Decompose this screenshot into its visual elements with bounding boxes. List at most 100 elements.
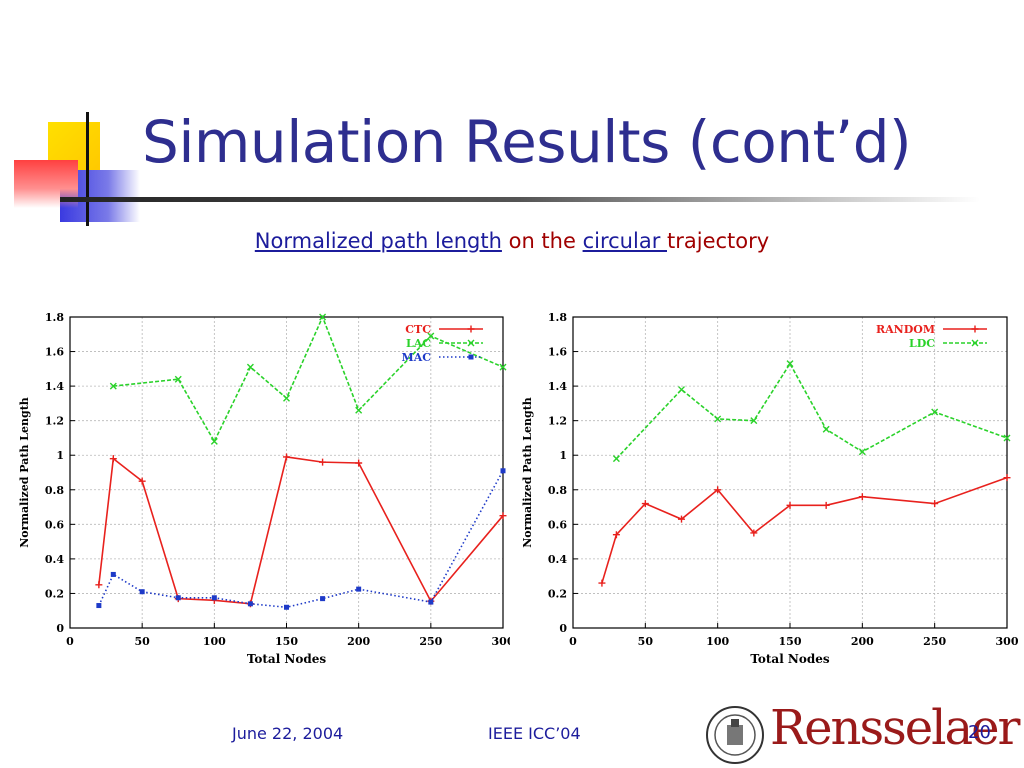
left-chart-series-mac-point xyxy=(96,603,102,609)
left-chart-ytick-label: 1.2 xyxy=(45,415,64,428)
right-chart-xtick-label: 100 xyxy=(706,635,729,648)
right-chart-ytick-label: 1.8 xyxy=(548,311,567,324)
left-chart-series-mac-point xyxy=(211,595,217,601)
left-chart-series-lac-point xyxy=(210,437,218,445)
right-chart-series-random-point xyxy=(641,500,649,508)
right-chart-legend-marker-ldc xyxy=(971,339,979,347)
decor-vertical-line xyxy=(86,112,89,226)
right-chart-ytick-label: 1.6 xyxy=(548,346,567,359)
right-chart-series-random-point xyxy=(678,515,685,523)
chart-left: 0 0.2 0.4 0.6 0.8 1 1.2 1.4 1.6 1.8 0 50 100 150 200 25… xyxy=(8,305,515,672)
left-chart-series-mac-point xyxy=(247,601,253,607)
left-chart-series-lac-point xyxy=(319,313,327,321)
left-chart-ytick-label: 1.6 xyxy=(45,346,64,359)
right-chart-xtick-label: 50 xyxy=(638,635,654,648)
left-chart-series-mac-point xyxy=(428,599,434,605)
right-chart-xtick-label: 250 xyxy=(923,635,946,648)
left-chart-series-ctc-point xyxy=(283,453,290,461)
left-chart-legend-marker-ctc xyxy=(467,325,475,333)
rensselaer-seal-icon xyxy=(706,706,764,764)
right-chart-series-ldc-point xyxy=(1003,434,1011,442)
right-chart-series-random-point xyxy=(931,500,939,508)
left-chart-series-lac-point xyxy=(499,363,507,371)
right-chart-series-ldc-line xyxy=(615,362,1008,460)
right-chart-series-ldc-point xyxy=(750,417,758,425)
right-chart-series-random-point xyxy=(714,486,722,494)
left-chart-series-ctc-point xyxy=(95,581,103,589)
footer-conference: IEEE ICC’04 xyxy=(488,724,581,743)
right-chart-ytick-label: 0.4 xyxy=(548,553,567,566)
left-chart-xtick-label: 200 xyxy=(347,635,370,648)
left-chart-ytick-label: 1 xyxy=(56,449,64,462)
left-chart-ytick-label: 0.4 xyxy=(45,553,64,566)
left-chart-ytick-label: 0.6 xyxy=(45,518,64,531)
right-chart-series-random-point xyxy=(786,501,794,509)
left-chart-xtick-label: 0 xyxy=(66,635,74,648)
left-chart-xtick-label: 300 xyxy=(492,635,513,648)
left-chart-xaxis-label: Total Nodes xyxy=(247,652,327,666)
right-chart-series-random-point xyxy=(1003,474,1011,482)
left-chart-legend-label-mac: MAC xyxy=(402,351,432,364)
right-chart-series-ldc-point xyxy=(714,415,722,423)
left-chart-series-mac-point xyxy=(175,595,181,601)
left-chart-series-mac-point xyxy=(284,604,289,610)
right-chart-yaxis-label: Normalized Path Length xyxy=(521,397,534,548)
subtitle-part-metric: Normalized path length xyxy=(254,229,502,253)
left-chart-legend-label-ctc: CTC xyxy=(405,323,431,336)
right-chart-series-random-point xyxy=(822,501,830,509)
right-chart-ytick-label: 1.2 xyxy=(548,415,567,428)
right-chart-series-ldc-point xyxy=(858,448,866,456)
left-chart-xtick-label: 100 xyxy=(203,635,226,648)
slide-title: Simulation Results (cont’d) xyxy=(142,108,912,176)
right-chart-series-random-point xyxy=(612,531,620,539)
left-chart-xtick-label: 50 xyxy=(135,635,151,648)
left-chart-series-ctc-point xyxy=(109,455,117,463)
brand-wordmark: Rensselaer xyxy=(770,700,1020,756)
right-chart-legend-label-ldc: LDC xyxy=(909,337,935,350)
subtitle-part-trajectory: trajectory xyxy=(667,229,770,253)
left-chart-series-lac-line xyxy=(113,314,504,444)
chart-left-svg: 0 0.2 0.4 0.6 0.8 1 1.2 1.4 1.6 1.8 0 50 100 150 200 25… xyxy=(18,311,515,666)
right-chart-ytick-label: 0.2 xyxy=(548,587,567,600)
left-chart-xtick-label: 250 xyxy=(419,635,442,648)
left-chart-series-ctc-point xyxy=(355,459,363,467)
right-chart-series-random-point xyxy=(598,579,606,587)
left-chart-series-lac-point xyxy=(427,332,435,340)
right-chart-ytick-label: 0.6 xyxy=(548,518,567,531)
right-chart-series-ldc-point xyxy=(678,386,685,394)
left-chart-xtick-label: 150 xyxy=(275,635,298,648)
left-chart-series-lac-point xyxy=(355,406,363,414)
title-underline xyxy=(60,197,980,202)
left-chart-series-mac-point xyxy=(139,589,145,595)
left-chart-ytick-label: 0.8 xyxy=(45,484,64,497)
left-chart-ytick-label: 0 xyxy=(56,622,64,635)
left-chart-yaxis-label: Normalized Path Length xyxy=(18,397,31,548)
left-chart-series-lac-point xyxy=(109,382,117,390)
right-chart-xaxis-label: Total Nodes xyxy=(750,652,830,666)
right-chart-legend-marker-random xyxy=(971,325,979,333)
right-chart-series-ldc-point xyxy=(822,425,830,433)
right-chart-xtick-label: 0 xyxy=(569,635,577,648)
left-chart-ytick-label: 1.4 xyxy=(45,380,64,393)
left-chart-series-ctc-point xyxy=(138,477,146,485)
left-chart-legend-label-lac: LAC xyxy=(406,337,431,350)
left-chart-series-lac-point xyxy=(283,394,290,402)
right-chart-ytick-label: 0.8 xyxy=(548,484,567,497)
right-chart-xtick-label: 200 xyxy=(851,635,874,648)
left-chart-legend-marker-mac xyxy=(468,354,474,360)
chart-right: 0 0.2 0.4 0.6 0.8 1 1.2 1.4 1.6 1.8 0 50 100 150 200 25… xyxy=(510,305,1024,672)
left-chart-series-mac-point xyxy=(500,468,506,474)
right-chart-ytick-label: 0 xyxy=(559,622,567,635)
right-chart-legend-label-random: RANDOM xyxy=(876,323,935,336)
left-chart-series-lac-point xyxy=(246,363,254,371)
left-chart-ytick-label: 0.2 xyxy=(45,587,64,600)
slide-subtitle: Normalized path length on the circular t… xyxy=(0,229,1024,253)
right-chart-plot-frame xyxy=(572,316,1008,629)
right-chart-ytick-label: 1 xyxy=(559,449,567,462)
subtitle-part-shape: circular xyxy=(582,229,667,253)
left-chart-series-lac-point xyxy=(174,375,182,383)
right-chart-ytick-label: 1.4 xyxy=(548,380,567,393)
right-chart-series-ldc-point xyxy=(612,455,620,463)
right-chart-xtick-label: 300 xyxy=(996,635,1019,648)
right-chart-series-ldc-point xyxy=(931,408,939,416)
